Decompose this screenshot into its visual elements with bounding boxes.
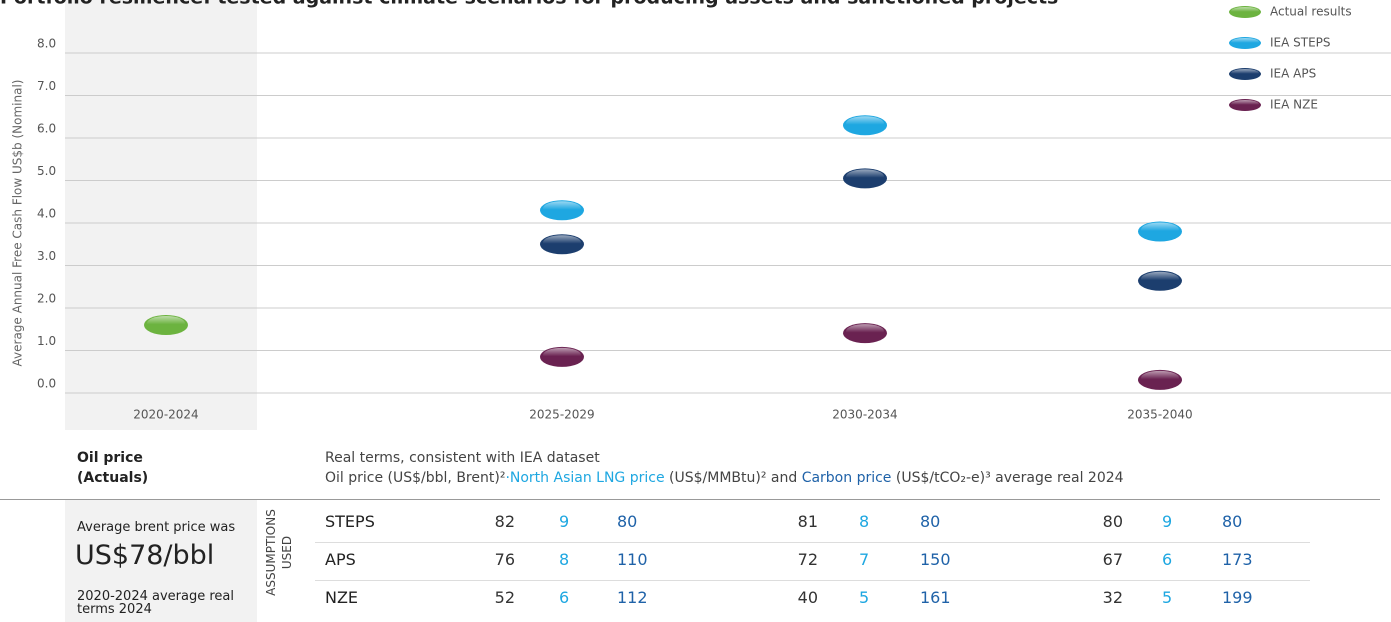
chart: Portfolio resilience: tested against cli… xyxy=(0,0,1391,430)
y-tick-label: 3.0 xyxy=(37,249,56,263)
cell: 80 xyxy=(920,512,941,531)
chart-title: Portfolio resilience: tested against cli… xyxy=(0,0,1058,9)
x-tick-label: 2035-2040 xyxy=(1127,408,1192,422)
side-label: USED xyxy=(280,535,294,570)
side-label: ASSUMPTIONS xyxy=(264,509,278,596)
actuals-text: Average brent price was xyxy=(77,520,236,535)
marker-shine xyxy=(846,169,884,184)
row-label: STEPS xyxy=(325,512,375,531)
y-tick-label: 1.0 xyxy=(37,334,56,348)
marker-shine xyxy=(543,347,581,362)
cell: 67 xyxy=(1102,550,1123,569)
y-tick-label: 4.0 xyxy=(37,207,56,221)
legend-label: IEA APS xyxy=(1270,67,1316,81)
cell: 52 xyxy=(494,588,515,607)
cell: 173 xyxy=(1222,550,1253,569)
cell: 199 xyxy=(1222,588,1253,607)
cell: 112 xyxy=(617,588,648,607)
marker-shine xyxy=(543,235,581,250)
cell: 72 xyxy=(797,550,818,569)
x-tick-label: 2030-2034 xyxy=(832,408,897,422)
cell: 6 xyxy=(559,588,570,607)
actuals-text: 2020-2024 average real terms 2024 xyxy=(77,589,234,617)
row-line xyxy=(315,580,1310,581)
legend-label: IEA STEPS xyxy=(1270,36,1331,50)
note-part: (US$/MMBtu)² and xyxy=(664,470,802,486)
header-line: (Actuals) xyxy=(77,470,149,486)
cell: 80 xyxy=(617,512,638,531)
y-tick-label: 7.0 xyxy=(37,79,56,93)
cell: 9 xyxy=(1162,512,1173,531)
row-line xyxy=(315,542,1310,543)
marker-shine xyxy=(1141,271,1179,286)
marker-shine xyxy=(543,201,581,216)
marker-shine xyxy=(1141,370,1179,385)
cell: 32 xyxy=(1102,588,1123,607)
cell: 150 xyxy=(920,550,951,569)
x-tick-label: 2025-2029 xyxy=(529,408,594,422)
cell: 8 xyxy=(559,550,570,569)
y-axis-title: Average Annual Free Cash Flow US$b (Nomi… xyxy=(11,80,25,367)
cell: 80 xyxy=(1102,512,1123,531)
header-line: Oil price xyxy=(77,450,143,466)
legend-label: Actual results xyxy=(1270,5,1352,19)
note-part: Oil price (US$/bbl, Brent)² xyxy=(325,470,506,486)
legend-label: IEA NZE xyxy=(1270,98,1318,112)
y-tick-label: 5.0 xyxy=(37,164,56,178)
marker-shine xyxy=(846,116,884,131)
cell: 76 xyxy=(494,550,515,569)
cell: 110 xyxy=(617,550,648,569)
row-label: APS xyxy=(325,550,356,569)
legend-shine xyxy=(1231,38,1259,46)
legend-shine xyxy=(1231,100,1259,108)
actuals-box xyxy=(65,500,257,622)
cell: 81 xyxy=(797,512,818,531)
cell: 40 xyxy=(797,588,818,607)
y-tick-label: 6.0 xyxy=(37,122,56,136)
note: Oil price (US$/bbl, Brent)²·North Asian … xyxy=(325,470,1124,486)
cell: 7 xyxy=(859,550,870,569)
note-part: Carbon price xyxy=(801,470,892,486)
cell: 5 xyxy=(859,588,870,607)
marker-shine xyxy=(147,316,185,330)
note-part: · xyxy=(505,470,510,486)
marker-shine xyxy=(846,324,884,339)
legend-shine xyxy=(1231,7,1259,15)
note-title: Real terms, consistent with IEA dataset xyxy=(325,450,600,466)
actuals-shade xyxy=(65,0,257,430)
separator xyxy=(0,499,1380,500)
cell: 5 xyxy=(1162,588,1173,607)
y-tick-label: 2.0 xyxy=(37,292,56,306)
y-tick-label: 0.0 xyxy=(37,377,56,391)
cell: 9 xyxy=(559,512,570,531)
cell: 82 xyxy=(494,512,515,531)
note-part: North Asian LNG price xyxy=(509,470,665,486)
legend-shine xyxy=(1231,69,1259,77)
note-part: (US$/tCO₂-e)³ average real 2024 xyxy=(891,470,1124,486)
marker-shine xyxy=(1141,222,1179,237)
x-tick-label: 2020-2024 xyxy=(133,408,198,422)
row-label: NZE xyxy=(325,588,359,607)
cell: 8 xyxy=(859,512,870,531)
y-tick-label: 8.0 xyxy=(37,37,56,51)
cell: 80 xyxy=(1222,512,1243,531)
cell: 161 xyxy=(920,588,951,607)
cell: 6 xyxy=(1162,550,1173,569)
actuals-price: US$78/bbl xyxy=(75,540,215,571)
